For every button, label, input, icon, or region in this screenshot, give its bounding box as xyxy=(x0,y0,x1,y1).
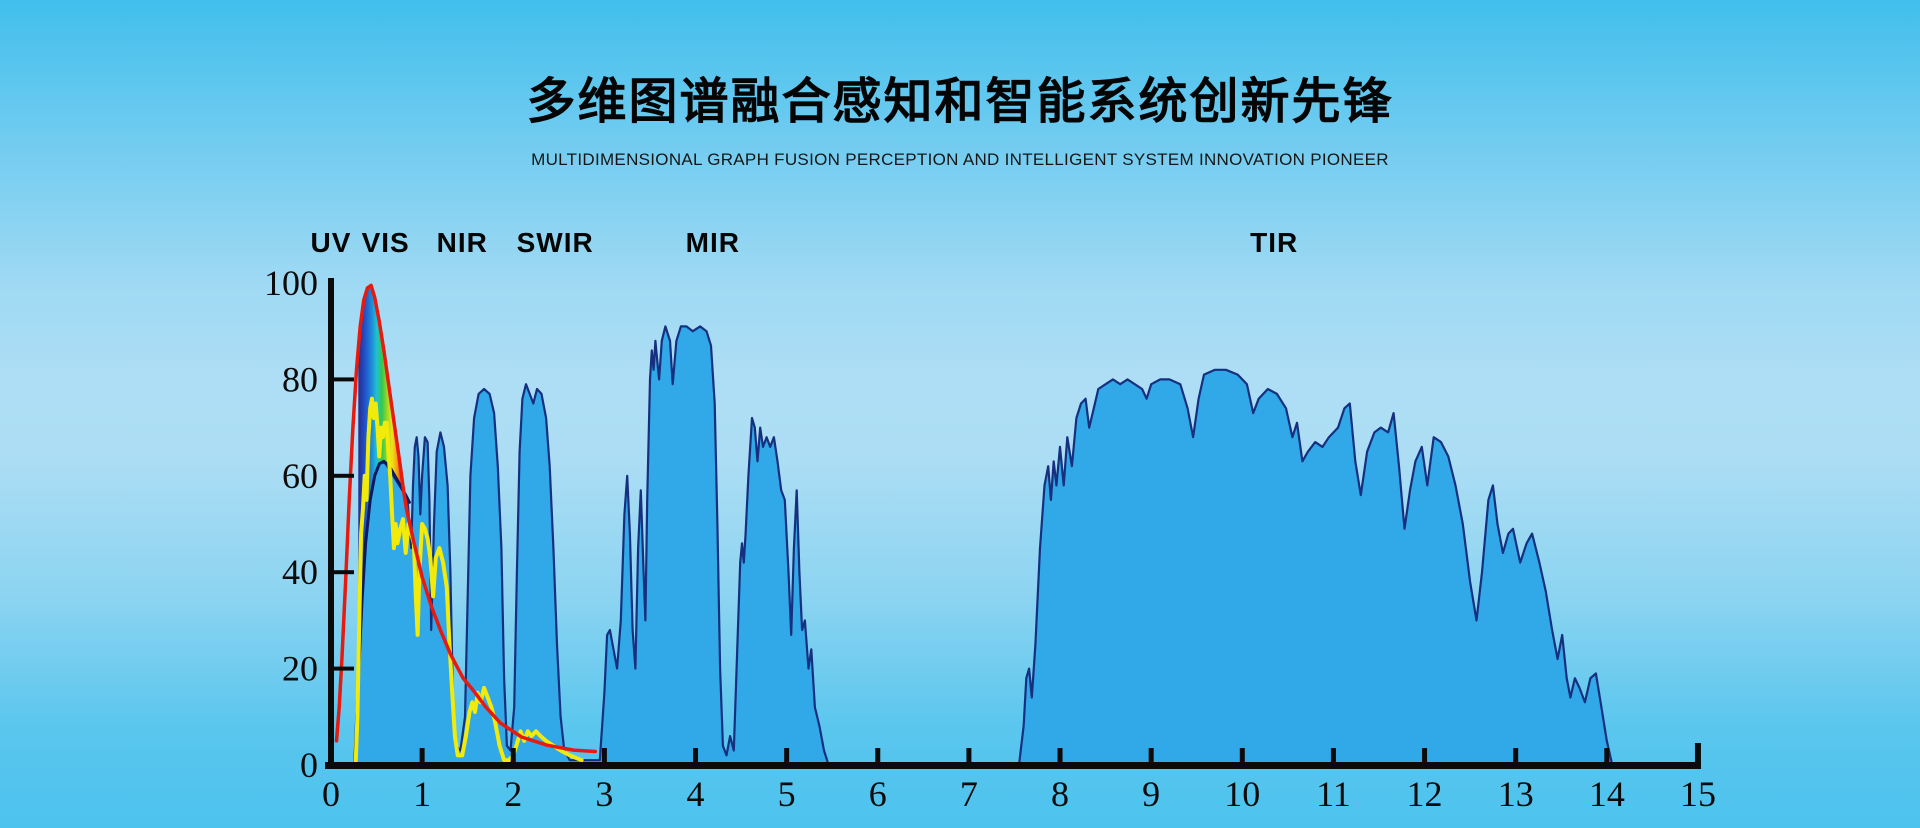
band-label-tir: TIR xyxy=(1250,227,1298,258)
x-tick-label-4: 4 xyxy=(687,774,705,814)
x-tick xyxy=(601,748,607,765)
x-tick xyxy=(1239,748,1245,765)
band-label-nir: NIR xyxy=(437,227,488,258)
y-tick-label-80: 80 xyxy=(282,359,318,399)
x-tick-label-2: 2 xyxy=(504,774,522,814)
x-tick xyxy=(510,748,516,765)
x-tick xyxy=(875,748,881,765)
band-label-mir: MIR xyxy=(686,227,740,258)
x-tick-label-1: 1 xyxy=(413,774,431,814)
x-tick xyxy=(1604,748,1610,765)
y-tick-label-40: 40 xyxy=(282,552,318,592)
page-title: 多维图谱融合感知和智能系统创新先锋 xyxy=(526,75,1394,129)
band-label-vis: VIS xyxy=(362,227,410,258)
x-axis-end-tick xyxy=(1694,743,1701,765)
smooth-transmission-dome xyxy=(353,459,411,767)
x-tick-label-10: 10 xyxy=(1224,774,1260,814)
x-tick-label-5: 5 xyxy=(778,774,796,814)
x-tick xyxy=(1057,748,1063,765)
visible-spectrum-rainbow-peak xyxy=(358,285,404,679)
x-axis-line xyxy=(325,762,1701,769)
x-tick-label-11: 11 xyxy=(1316,774,1351,814)
y-tick xyxy=(334,377,354,382)
x-tick-label-8: 8 xyxy=(1051,774,1069,814)
x-tick-label-7: 7 xyxy=(960,774,978,814)
x-tick xyxy=(1513,748,1519,765)
series-layer xyxy=(334,283,1614,767)
x-tick-label-6: 6 xyxy=(869,774,887,814)
x-tick-label-9: 9 xyxy=(1142,774,1160,814)
band-label-uv: UV xyxy=(311,227,352,258)
atmospheric-transmission-windows xyxy=(353,325,1614,767)
x-tick xyxy=(1330,748,1336,765)
x-tick xyxy=(1422,748,1428,765)
x-tick-label-0: 0 xyxy=(322,774,340,814)
x-tick-label-3: 3 xyxy=(595,774,613,814)
y-tick-label-20: 20 xyxy=(282,649,318,689)
y-tick xyxy=(334,570,354,575)
x-tick xyxy=(1148,748,1154,765)
x-tick-label-15: 15 xyxy=(1680,774,1716,814)
x-tick-label-14: 14 xyxy=(1589,774,1625,814)
x-tick xyxy=(693,748,699,765)
x-tick xyxy=(966,748,972,765)
x-tick-label-13: 13 xyxy=(1498,774,1534,814)
page-subtitle: MULTIDIMENSIONAL GRAPH FUSION PERCEPTION… xyxy=(531,150,1389,169)
x-tick xyxy=(784,748,790,765)
band-label-swir: SWIR xyxy=(517,227,594,258)
x-tick xyxy=(419,748,425,765)
solar-blackbody-envelope xyxy=(334,283,598,754)
x-tick-label-12: 12 xyxy=(1407,774,1443,814)
y-tick-label-60: 60 xyxy=(282,456,318,496)
y-axis-line xyxy=(328,278,334,768)
y-tick xyxy=(334,666,354,671)
y-tick-label-100: 100 xyxy=(264,263,318,303)
y-tick-label-0: 0 xyxy=(300,745,318,785)
y-tick xyxy=(334,473,354,478)
